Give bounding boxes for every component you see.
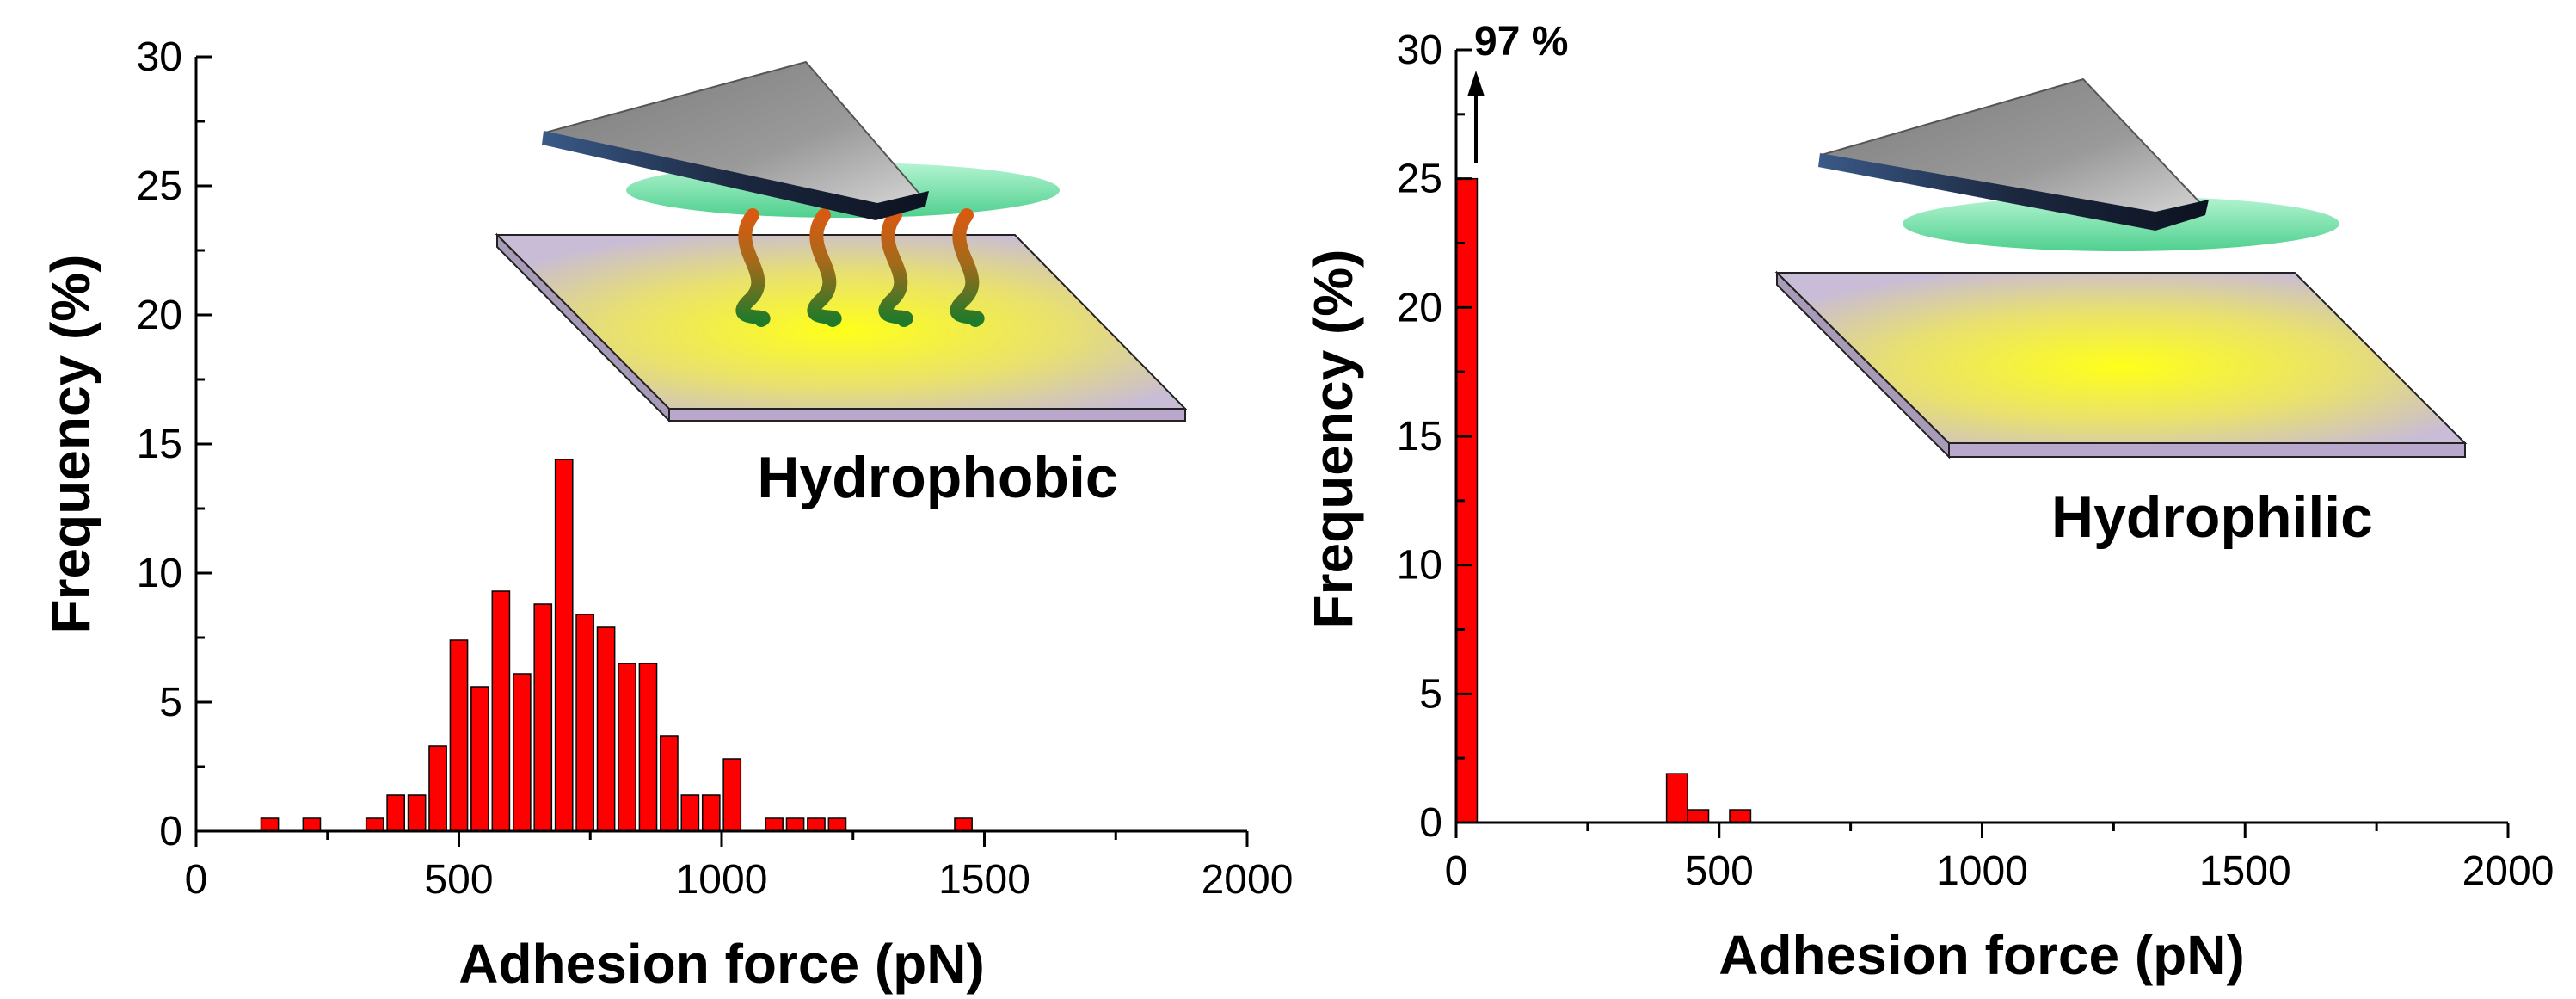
bar-right-1	[1665, 773, 1688, 823]
bar-left-6	[449, 639, 469, 832]
y-tick-label-left: 10	[137, 551, 182, 596]
alkyl-chains	[735, 208, 985, 327]
bar-left-11	[554, 459, 574, 832]
bar-left-1	[302, 817, 322, 832]
bar-left-8	[491, 590, 511, 832]
y-axis-title-right: Frequency (%)	[1302, 250, 1364, 629]
hydrophilic-illustration	[1774, 77, 2468, 459]
bar-left-9	[512, 673, 532, 832]
bar-left-4	[407, 794, 427, 832]
x-tick-label-right: 1500	[2199, 848, 2291, 894]
bar-left-23	[827, 817, 847, 832]
overflow-annotation: 97 %	[1474, 19, 1568, 65]
bar-left-19	[722, 758, 742, 832]
hydrophobic-illustration	[495, 60, 1188, 423]
y-tick-label-right: 5	[1419, 671, 1442, 717]
chain-1	[735, 208, 771, 327]
x-tick-label-left: 1000	[676, 857, 768, 903]
substrate-top	[495, 234, 1188, 410]
bar-left-7	[470, 686, 489, 832]
x-tick-label-right: 2000	[2462, 848, 2554, 894]
x-tick-label-left: 1500	[938, 857, 1030, 903]
x-tick-label-right: 0	[1445, 848, 1468, 894]
bar-left-12	[575, 614, 594, 832]
cantilever-edge	[1818, 153, 2209, 231]
y-tick-label-left: 5	[159, 680, 182, 725]
inset-label-left: Hydrophobic	[757, 445, 1117, 510]
substrate-front	[668, 408, 1186, 422]
chain-3	[878, 208, 913, 327]
bar-left-5	[428, 745, 447, 832]
bar-right-3	[1729, 809, 1752, 823]
bar-left-20	[765, 817, 784, 832]
x-tick-label-left: 2000	[1202, 857, 1294, 903]
x-tick-label-right: 1000	[1936, 848, 2028, 894]
inset-label-right: Hydrophilic	[2051, 484, 2373, 550]
y-tick-label-right: 10	[1397, 543, 1442, 589]
y-axis-title-left: Frequency (%)	[40, 255, 101, 634]
y-tick-label-left: 25	[137, 163, 182, 209]
bar-left-17	[680, 794, 700, 832]
x-axis-title-left: Adhesion force (pN)	[458, 933, 985, 995]
bar-left-21	[785, 817, 805, 832]
bars-right	[1455, 177, 1752, 823]
substrate-top	[1774, 272, 2468, 444]
bar-left-24	[954, 817, 973, 832]
bar-left-15	[638, 663, 658, 832]
chart-left: 0 5 10 15 20 25 30 0 500 1000 1500 2000 Hydrophobic…	[40, 34, 1293, 995]
bar-right-2	[1687, 809, 1710, 823]
chart-right: 0 5 10 15 20 25 30 0 500 1000 1500 2000 97 % Hydrop…	[1302, 19, 2554, 986]
chain-4	[950, 208, 985, 327]
y-tick-label-left: 0	[159, 809, 182, 854]
x-tick-label-left: 0	[185, 857, 208, 903]
overflow-arrowhead	[1467, 71, 1485, 96]
bar-left-3	[386, 794, 406, 832]
bar-left-22	[807, 817, 826, 832]
bar-left-0	[260, 817, 280, 832]
y-tick-label-right: 0	[1419, 800, 1442, 846]
y-tick-label-left: 20	[137, 293, 182, 338]
bar-left-18	[701, 794, 721, 832]
ticks-right: 0 5 10 15 20 25 30 0 500 1000 1500 2000	[1397, 28, 2554, 894]
ticks-left: 0 5 10 15 20 25 30 0 500 1000 1500 2000	[137, 34, 1294, 903]
cantilever-edge	[542, 131, 929, 220]
y-tick-label-left: 15	[137, 422, 182, 467]
y-tick-label-right: 30	[1397, 28, 1442, 73]
bar-left-2	[365, 817, 384, 832]
chain-2	[807, 208, 842, 327]
bar-left-13	[596, 626, 616, 832]
bar-left-14	[618, 663, 636, 832]
x-axis-title-right: Adhesion force (pN)	[1718, 924, 2245, 986]
x-tick-label-right: 500	[1685, 848, 1754, 894]
bars-left	[260, 459, 973, 832]
y-tick-label-left: 30	[137, 34, 182, 80]
y-tick-label-right: 20	[1397, 285, 1442, 330]
substrate-front	[1948, 442, 2466, 458]
x-tick-label-left: 500	[424, 857, 493, 903]
bar-left-16	[660, 735, 679, 832]
bar-left-10	[533, 603, 553, 832]
y-tick-label-right: 15	[1397, 414, 1442, 459]
y-tick-label-right: 25	[1397, 157, 1442, 202]
